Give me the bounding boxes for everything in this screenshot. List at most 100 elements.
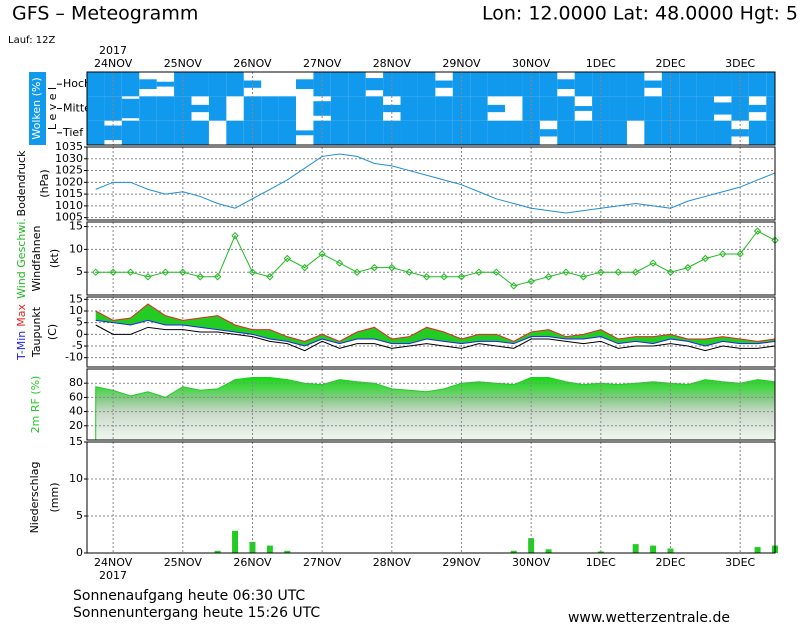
marker [370, 263, 379, 272]
sunset: Sonnenuntergang heute 15:26 UTC [73, 605, 320, 621]
cloud-cell [365, 78, 384, 91]
series-line [95, 319, 776, 347]
y-axis-label: Wolken (%) [30, 77, 43, 139]
x-tick-label-bottom: 25NOV [164, 556, 203, 569]
label-part: 2m RF (%) [29, 376, 42, 434]
cloud-cell [417, 96, 436, 121]
panel-frame [86, 441, 776, 554]
cloud-cell [278, 120, 297, 145]
cloud-cell [261, 96, 279, 121]
precip-bar [754, 547, 761, 553]
x-tick-label-bottom: 29NOV [442, 556, 481, 569]
marker [161, 268, 170, 276]
marker [109, 268, 117, 276]
x-tick-label-bottom: 2DEC [655, 556, 685, 569]
cloud-cell [191, 104, 209, 113]
cloud-cell [139, 79, 157, 90]
marker [126, 268, 135, 276]
panel-background [87, 222, 775, 295]
marker [405, 268, 413, 276]
cloud-cell [748, 72, 767, 97]
y-axis-label: T-Min Max [15, 304, 28, 361]
cloud-cell [539, 129, 558, 137]
cloud-cell [644, 96, 662, 121]
x-tick-label-top: 2DEC [655, 57, 685, 70]
precip-bar [510, 550, 517, 553]
marker [301, 263, 309, 272]
x-tick-label-bottom: 26NOV [233, 556, 272, 569]
cloud-cell [470, 120, 488, 145]
y-tick-label: 1005 [55, 211, 83, 224]
cloud-cell [766, 120, 775, 145]
marker [684, 263, 692, 272]
title: GFS – Meteogramm [12, 3, 198, 25]
panel-frame [86, 221, 776, 296]
panel-frame [86, 296, 776, 368]
y-axis-label: (mm) [48, 482, 61, 512]
cloud-cell [400, 96, 418, 121]
sunrise: Sonnenaufgang heute 06:30 UTC [73, 588, 305, 604]
x-tick-label-top: 25NOV [164, 57, 203, 70]
year-bottom: 2017 [99, 569, 127, 582]
cloud-cell [330, 96, 349, 121]
cloud-cell [470, 72, 488, 97]
cloud-cell [226, 120, 244, 145]
x-tick-label-bottom: 1DEC [586, 556, 616, 569]
x-tick-label-top: 30NOV [512, 57, 551, 70]
cloud-cell [679, 120, 697, 145]
cloud-cell [505, 120, 523, 145]
marker [422, 273, 431, 281]
level-tick-label: Tief [62, 126, 84, 139]
cloud-cell [505, 72, 523, 97]
y-tick-label: 15 [69, 435, 83, 448]
y-axis-label: Wind Geschwi. [15, 218, 28, 299]
marker [666, 268, 675, 276]
cloud-cell [557, 79, 575, 90]
cloud-cell [557, 120, 575, 145]
cloud-cell [626, 96, 645, 121]
level-axis-label: L e v e l [46, 87, 59, 130]
y-tick-label: 15 [69, 220, 83, 233]
y-tick-label: 40 [69, 405, 83, 418]
cloud-cell [156, 120, 175, 145]
cloud-cell [557, 96, 575, 121]
label-part: Wolken (%) [30, 77, 43, 139]
cloud-cell [487, 72, 506, 97]
precip-bar [650, 545, 657, 553]
source: www.wetterzentrale.de [568, 610, 730, 625]
marker [179, 268, 187, 276]
cloud-cell [766, 72, 775, 97]
cloud-cell [644, 80, 662, 88]
marker [335, 259, 344, 267]
label-part: Max [15, 304, 28, 327]
cloud-cell [365, 96, 384, 121]
cloud-cell [435, 96, 453, 121]
marker [527, 277, 535, 286]
label-part: Bodendruck [15, 150, 28, 217]
temperature-range [95, 304, 775, 346]
y-axis-label: (C) [46, 324, 59, 340]
x-tick-label-top: 29NOV [442, 57, 481, 70]
cloud-cell [574, 72, 593, 97]
x-tick-label-bottom: 24NOV [94, 556, 133, 569]
precip-bar [232, 530, 239, 553]
x-tick-label-bottom: 3DEC [725, 556, 755, 569]
cloud-cell [348, 120, 366, 145]
cloud-cell [208, 72, 227, 97]
cloud-cell [679, 96, 697, 121]
cloud-cell [609, 72, 627, 97]
cloud-cell [208, 96, 227, 121]
label-part: (kt) [48, 249, 61, 268]
y-tick-label: 0 [76, 327, 83, 340]
cloud-cell [417, 120, 436, 145]
x-tick-label-top: 26NOV [233, 57, 272, 70]
x-tick-label-top: 28NOV [373, 57, 412, 70]
marker [266, 273, 274, 281]
cloud-cell [139, 96, 157, 121]
marker [353, 268, 361, 276]
cloud-cell [330, 72, 349, 97]
cloud-cell [87, 72, 105, 97]
cloud-cell [470, 96, 488, 121]
run: Lauf: 12Z [8, 35, 55, 46]
series-line [95, 230, 776, 287]
